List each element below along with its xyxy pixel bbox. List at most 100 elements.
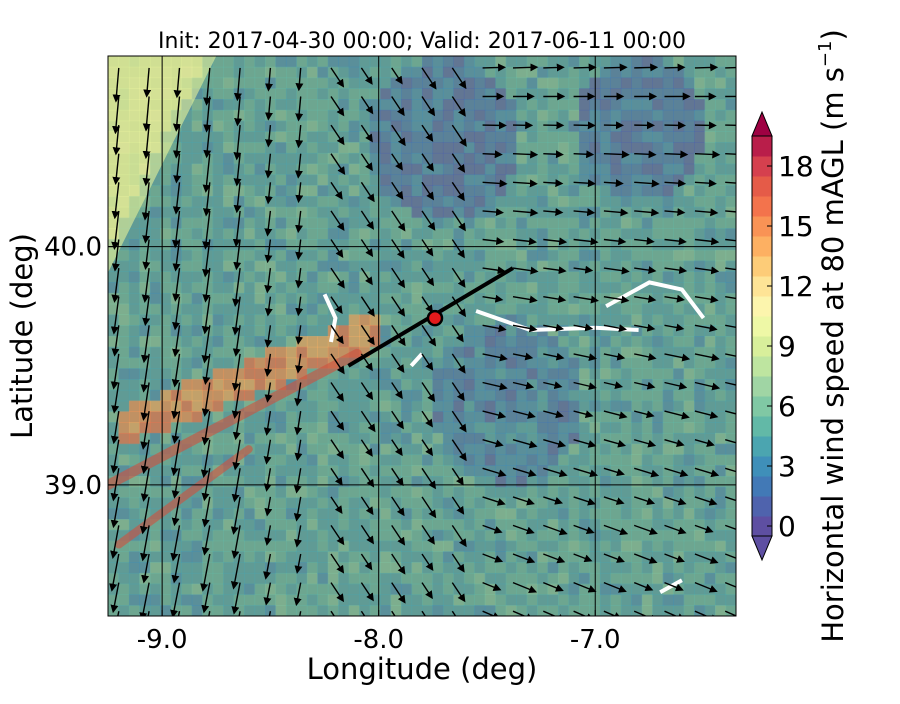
map-cell	[705, 185, 716, 196]
map-cell	[412, 67, 423, 78]
map-cell	[118, 401, 129, 412]
map-cell	[715, 314, 726, 325]
map-cell	[694, 487, 705, 498]
map-cell	[464, 336, 475, 347]
map-cell	[380, 121, 391, 132]
map-cell	[453, 314, 464, 325]
map-cell	[307, 411, 318, 422]
map-cell	[642, 368, 653, 379]
map-cell	[443, 422, 454, 433]
map-cell	[506, 325, 517, 336]
map-cell	[129, 584, 140, 595]
map-cell	[118, 508, 129, 519]
map-cell	[705, 271, 716, 282]
map-cell	[705, 530, 716, 541]
map-cell	[432, 584, 443, 595]
map-cell	[265, 519, 276, 530]
map-cell	[338, 261, 349, 272]
map-cell	[118, 454, 129, 465]
map-cell	[537, 594, 548, 605]
map-cell	[244, 584, 255, 595]
map-cell	[694, 99, 705, 110]
map-cell	[516, 508, 527, 519]
map-cell	[453, 487, 464, 498]
map-cell	[286, 476, 297, 487]
map-cell	[307, 174, 318, 185]
map-cell	[213, 110, 224, 121]
map-cell	[307, 131, 318, 142]
map-cell	[349, 196, 360, 207]
map-cell	[715, 498, 726, 509]
map-cell	[495, 401, 506, 412]
map-cell	[579, 594, 590, 605]
map-cell	[118, 325, 129, 336]
map-cell	[192, 594, 203, 605]
map-cell	[548, 487, 559, 498]
map-cell	[610, 185, 621, 196]
map-cell	[412, 368, 423, 379]
map-cell	[338, 293, 349, 304]
map-cell	[150, 433, 161, 444]
map-cell	[652, 304, 663, 315]
map-cell	[380, 573, 391, 584]
map-cell	[715, 551, 726, 562]
map-cell	[380, 379, 391, 390]
map-cell	[349, 411, 360, 422]
map-cell	[694, 508, 705, 519]
map-cell	[715, 228, 726, 239]
map-cell	[328, 207, 339, 218]
map-cell	[673, 401, 684, 412]
map-cell	[537, 131, 548, 142]
map-cell	[694, 422, 705, 433]
map-cell	[234, 196, 245, 207]
map-cell	[296, 314, 307, 325]
map-cell	[464, 304, 475, 315]
map-cell	[255, 476, 266, 487]
map-cell	[244, 99, 255, 110]
map-cell	[181, 174, 192, 185]
map-cell	[495, 131, 506, 142]
map-cell	[569, 164, 580, 175]
map-cell	[275, 174, 286, 185]
map-cell	[610, 142, 621, 153]
map-cell	[255, 142, 266, 153]
map-cell	[401, 78, 412, 89]
map-cell	[296, 218, 307, 229]
map-cell	[705, 164, 716, 175]
map-cell	[715, 185, 726, 196]
map-cell	[349, 476, 360, 487]
map-cell	[171, 271, 182, 282]
map-cell	[401, 261, 412, 272]
map-cell	[422, 368, 433, 379]
map-cell	[181, 594, 192, 605]
map-cell	[705, 454, 716, 465]
map-cell	[726, 476, 737, 487]
map-cell	[181, 530, 192, 541]
map-cell	[705, 131, 716, 142]
map-cell	[705, 304, 716, 315]
map-cell	[255, 541, 266, 552]
map-cell	[527, 142, 538, 153]
map-cell	[631, 121, 642, 132]
map-cell	[213, 121, 224, 132]
map-cell	[412, 153, 423, 164]
map-cell	[485, 476, 496, 487]
map-cell	[286, 573, 297, 584]
map-cell	[579, 314, 590, 325]
map-cell	[192, 239, 203, 250]
map-cell	[694, 390, 705, 401]
map-cell	[192, 314, 203, 325]
map-cell	[275, 228, 286, 239]
map-cell	[569, 594, 580, 605]
map-cell	[600, 508, 611, 519]
map-cell	[705, 56, 716, 67]
map-cell	[296, 605, 307, 616]
map-cell	[150, 594, 161, 605]
map-cell	[349, 271, 360, 282]
map-cell	[202, 99, 213, 110]
map-cell	[286, 239, 297, 250]
map-cell	[715, 164, 726, 175]
map-cell	[631, 293, 642, 304]
map-cell	[412, 196, 423, 207]
map-cell	[684, 314, 695, 325]
